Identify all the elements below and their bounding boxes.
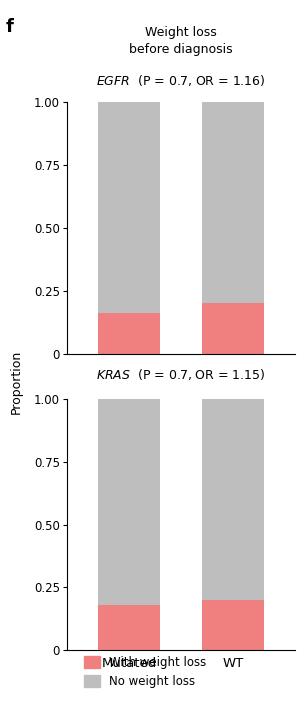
Text: Proportion: Proportion — [10, 349, 23, 414]
Bar — [98, 399, 160, 605]
Bar — [202, 303, 264, 354]
Text: $\it{KRAS}$  (P = 0.7, OR = 1.15): $\it{KRAS}$ (P = 0.7, OR = 1.15) — [96, 367, 266, 382]
Bar — [202, 102, 264, 303]
Legend: With weight loss, No weight loss: With weight loss, No weight loss — [84, 656, 206, 688]
Bar — [98, 102, 160, 313]
Text: f: f — [6, 18, 14, 36]
Bar — [98, 313, 160, 354]
Bar — [202, 399, 264, 600]
Text: $\it{EGFR}$  (P = 0.7, OR = 1.16): $\it{EGFR}$ (P = 0.7, OR = 1.16) — [96, 73, 266, 88]
Bar — [202, 600, 264, 650]
Bar — [98, 605, 160, 650]
Text: Weight loss
before diagnosis: Weight loss before diagnosis — [129, 26, 233, 55]
